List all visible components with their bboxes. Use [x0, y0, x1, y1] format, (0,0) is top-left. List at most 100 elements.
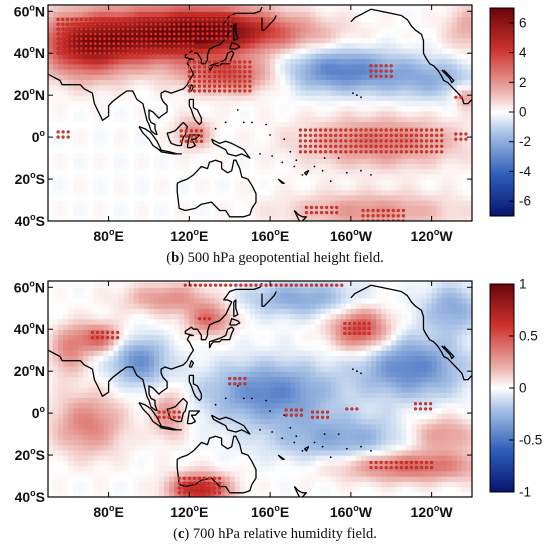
- field-cell: [113, 84, 120, 91]
- field-cell: [128, 84, 135, 91]
- field-cell: [143, 74, 150, 81]
- field-cell: [270, 105, 276, 112]
- field-cell: [355, 210, 362, 217]
- field-cell: [416, 179, 423, 185]
- field-cell: [436, 210, 443, 217]
- field-cell: [456, 58, 463, 65]
- field-cell: [391, 152, 397, 159]
- field-cell: [179, 53, 185, 60]
- field-cell: [396, 11, 402, 18]
- field-cell: [315, 152, 322, 159]
- significance-dot: [376, 208, 380, 213]
- field-cell: [249, 32, 256, 39]
- field-cell: [48, 292, 54, 299]
- field-cell: [154, 179, 160, 185]
- field-cell: [68, 470, 74, 477]
- field-cell: [295, 53, 301, 60]
- field-cell: [260, 89, 266, 96]
- field-cell: [148, 200, 155, 206]
- field-cell: [335, 158, 342, 164]
- field-cell: [73, 360, 79, 367]
- field-cell: [209, 215, 216, 221]
- field-cell: [360, 53, 367, 60]
- significance-dot: [88, 51, 93, 55]
- field-cell: [53, 481, 59, 488]
- field-cell: [275, 189, 281, 196]
- field-cell: [118, 6, 125, 12]
- significance-dot: [107, 27, 111, 31]
- field-cell: [275, 47, 281, 54]
- field-cell: [436, 89, 443, 96]
- field-cell: [98, 350, 105, 357]
- field-cell: [154, 142, 160, 149]
- field-cell: [123, 210, 130, 217]
- field-cell: [123, 63, 130, 70]
- field-cell: [133, 355, 140, 362]
- field-cell: [93, 152, 100, 159]
- significance-dot: [339, 144, 343, 148]
- significance-dot: [186, 51, 190, 55]
- field-cell: [315, 89, 322, 96]
- field-cell: [88, 339, 95, 346]
- field-cell: [411, 184, 418, 191]
- field-cell: [401, 63, 407, 70]
- field-cell: [234, 147, 241, 154]
- field-cell: [239, 74, 246, 81]
- field-cell: [189, 142, 195, 149]
- significance-dot: [454, 132, 458, 136]
- field-cell: [406, 100, 413, 107]
- significance-dot: [369, 74, 373, 78]
- field-cell: [229, 5, 236, 7]
- field-cell: [83, 158, 89, 164]
- field-cell: [199, 116, 206, 122]
- field-cell: [300, 215, 307, 221]
- field-cell: [290, 63, 296, 70]
- field-cell: [290, 95, 296, 102]
- field-cell: [366, 131, 372, 138]
- field-cell: [260, 147, 266, 154]
- field-cell: [300, 184, 307, 191]
- field-cell: [58, 116, 64, 122]
- field-cell: [254, 6, 261, 12]
- field-cell: [335, 21, 342, 28]
- field-cell: [83, 84, 89, 91]
- significance-dot: [61, 17, 65, 22]
- field-cell: [285, 200, 291, 206]
- field-cell: [436, 158, 443, 164]
- field-cell: [63, 292, 69, 299]
- field-cell: [53, 84, 59, 91]
- colorbar-tick-label: 6: [519, 15, 527, 30]
- field-cell: [209, 37, 216, 44]
- field-cell: [53, 116, 59, 122]
- field-cell: [209, 47, 216, 54]
- coastline: [293, 210, 308, 221]
- field-cell: [113, 179, 120, 185]
- field-cell: [381, 163, 387, 170]
- field-cell: [386, 27, 392, 33]
- field-cell: [456, 63, 463, 70]
- field-cell: [244, 74, 251, 81]
- field-cell: [123, 152, 130, 159]
- significance-dot: [56, 46, 60, 51]
- field-cell: [224, 137, 231, 143]
- field-cell: [123, 376, 130, 383]
- field-cell: [270, 137, 276, 143]
- island-dot: [352, 92, 354, 94]
- field-cell: [204, 137, 211, 143]
- field-cell: [103, 215, 110, 221]
- significance-dot: [112, 46, 116, 51]
- significance-dot: [396, 214, 400, 218]
- field-cell: [63, 365, 69, 372]
- field-cell: [103, 449, 110, 456]
- field-cell: [179, 163, 185, 170]
- significance-dot: [167, 46, 172, 51]
- field-cell: [88, 355, 95, 362]
- island-dot: [224, 121, 227, 124]
- field-cell: [280, 210, 286, 217]
- field-cell: [128, 470, 135, 477]
- field-cell: [78, 360, 84, 367]
- field-cell: [381, 173, 387, 180]
- field-cell: [466, 84, 472, 91]
- field-cell: [350, 116, 357, 122]
- significance-dot: [308, 144, 313, 148]
